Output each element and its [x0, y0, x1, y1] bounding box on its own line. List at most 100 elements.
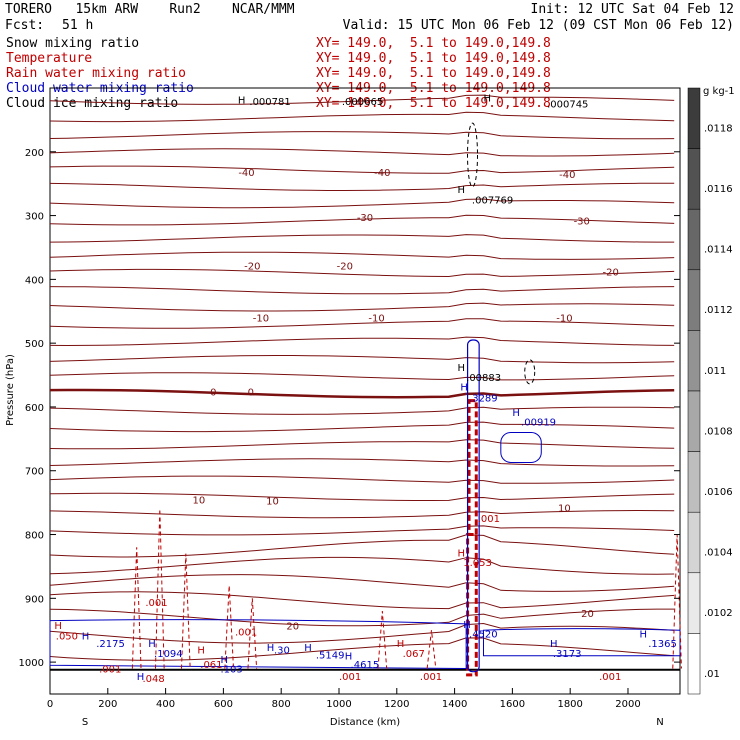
isotherm-line: [49, 574, 675, 592]
x-end-label-right: N: [656, 717, 663, 728]
temperature-label: 0: [248, 388, 254, 399]
y-tick-label: 700: [25, 467, 44, 478]
x-tick-label: 1800: [557, 699, 582, 710]
field-xy-range: XY= 149.0, 5.1 to 149.0,149.8: [316, 36, 551, 51]
max-value-label: 1.053: [463, 558, 492, 569]
isotherm-line: [49, 509, 675, 519]
ice-contour: [467, 122, 479, 188]
max-value-label: .4520: [469, 629, 498, 640]
max-value-label: .1094: [154, 649, 183, 660]
cloud-water-band: [49, 619, 467, 669]
isotherm-line: [49, 165, 675, 174]
max-value-label: .1365: [648, 639, 677, 650]
isotherm-line: [49, 591, 675, 610]
field-name: Temperature: [6, 51, 93, 66]
temperature-label: -10: [556, 314, 572, 325]
max-value-label: H: [457, 363, 465, 374]
max-value-label: .00919: [521, 418, 556, 429]
max-value-label: H: [457, 548, 465, 559]
x-tick-label: 400: [156, 699, 175, 710]
colorbar-label: .0118: [704, 123, 733, 134]
isotherm-line: [49, 439, 675, 450]
max-value-label: H: [137, 672, 145, 683]
rain-contour: [180, 553, 191, 669]
rain-contour: [154, 508, 165, 669]
isotherm-line: [49, 556, 675, 575]
y-tick-label: 900: [25, 594, 44, 605]
header-valid: Valid: 15 UTC Mon 06 Feb 12 (09 CST Mon …: [342, 18, 734, 33]
y-tick-label: 400: [25, 275, 44, 286]
isotherm-line: [49, 318, 675, 329]
field-xy-range: XY= 149.0, 5.1 to 149.0,149.8: [316, 96, 551, 111]
colorbar-segment: [687, 269, 701, 331]
max-value-label: .2175: [96, 639, 125, 650]
max-value-label: .001: [339, 672, 361, 683]
x-tick-label: 800: [272, 699, 291, 710]
x-tick-label: 600: [214, 699, 233, 710]
max-value-label: .103: [221, 664, 243, 675]
temperature-label: 10: [192, 495, 205, 506]
max-value-label: H: [345, 652, 353, 663]
max-value-label: .001: [420, 672, 442, 683]
max-value-label: .5149: [316, 650, 345, 661]
max-value-label: .000665: [342, 97, 383, 108]
temperature-label: -40: [238, 168, 254, 179]
max-value-label: H: [221, 655, 229, 666]
x-tick-label: 200: [98, 699, 117, 710]
temperature-label: -30: [357, 213, 373, 224]
temperature-label: -20: [337, 261, 353, 272]
isotherm-line: [49, 214, 675, 226]
max-value-label: .048: [142, 674, 164, 685]
field-xy-range: XY= 149.0, 5.1 to 149.0,149.8: [316, 51, 551, 66]
colorbar-segment: [687, 208, 701, 271]
max-value-label: .000745: [547, 99, 588, 110]
rain-column-upper: [467, 399, 478, 537]
isotherm-line: [49, 94, 675, 105]
temperature-label: -20: [244, 261, 260, 272]
colorbar-segment: [687, 390, 701, 452]
max-value-label: H: [463, 620, 471, 631]
max-value-label: H: [304, 643, 312, 654]
isotherm-line: [49, 475, 675, 484]
cloud-water-cell: [500, 431, 542, 463]
y-tick-label: 200: [25, 148, 44, 159]
max-value-label: H: [512, 408, 520, 419]
max-value-label: H: [483, 94, 491, 105]
temperature-label: -10: [253, 314, 269, 325]
colorbar-label: .0108: [704, 426, 733, 437]
header-init: Init: 12 UTC Sat 04 Feb 12: [530, 2, 735, 17]
max-value-label: H: [238, 95, 246, 106]
max-value-label: .001: [235, 627, 257, 638]
y-tick-label: 800: [25, 531, 44, 542]
y-axis-label: Pressure (hPa): [5, 354, 16, 426]
isotherm-line: [49, 111, 675, 123]
x-end-label-left: S: [82, 717, 88, 728]
x-tick-label: 1600: [500, 699, 525, 710]
header-fcst-label: Fcst:: [5, 18, 45, 33]
isotherm-line: [49, 421, 675, 433]
isotherm-line: [49, 637, 675, 661]
temperature-label: 10: [266, 497, 279, 508]
cloud-water-column: [466, 339, 480, 673]
max-value-label: H: [640, 629, 648, 640]
max-value-label: H: [457, 185, 465, 196]
isotherm-line: [49, 622, 675, 644]
max-value-label: H: [54, 621, 62, 632]
isotherm-line: [49, 458, 675, 467]
max-value-label: .001: [99, 664, 121, 675]
max-value-label: .3289: [469, 393, 498, 404]
isotherm-line: [49, 355, 675, 364]
x-tick-label: 1400: [442, 699, 467, 710]
x-tick-label: 1000: [326, 699, 351, 710]
colorbar-label: .0102: [704, 608, 733, 619]
max-value-label: .001: [599, 672, 621, 683]
rain-contour: [426, 630, 437, 669]
isotherm-line: [49, 534, 675, 558]
max-value-label: .050: [56, 631, 78, 642]
max-value-label: H: [397, 639, 405, 650]
field-name: Cloud ice mixing ratio: [6, 96, 179, 111]
field-xy-range: XY= 149.0, 5.1 to 149.0,149.8: [316, 66, 551, 81]
temperature-label: -30: [574, 217, 590, 228]
rain-contour: [247, 598, 258, 669]
